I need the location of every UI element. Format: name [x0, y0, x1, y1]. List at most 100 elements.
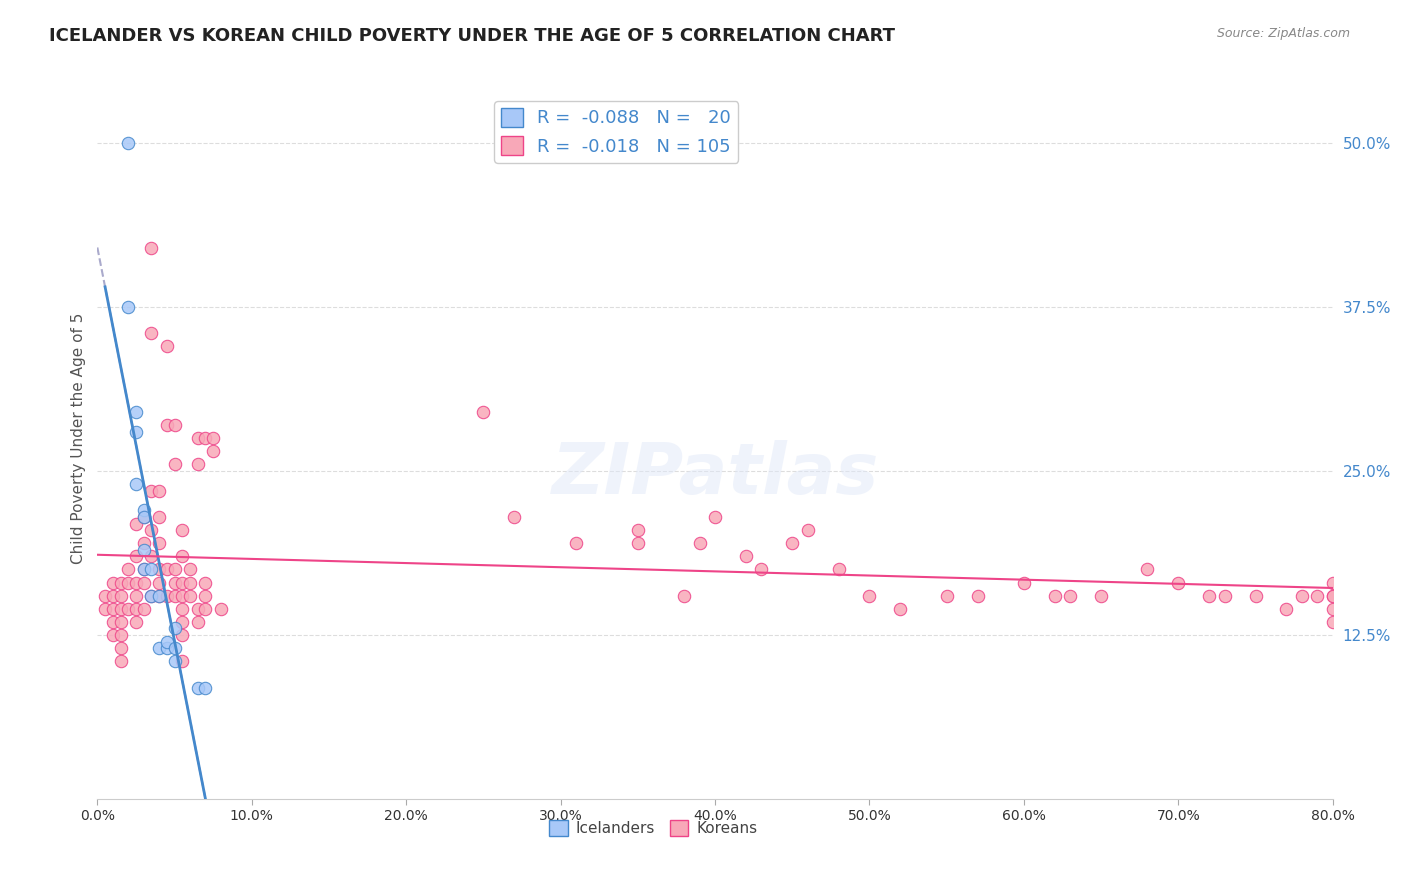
Point	[132, 510, 155, 524]
Point	[889, 602, 911, 616]
Point	[125, 575, 148, 590]
Point	[1136, 562, 1159, 576]
Point	[1275, 602, 1298, 616]
Point	[141, 589, 163, 603]
Point	[94, 602, 117, 616]
Point	[148, 483, 170, 498]
Point	[194, 681, 217, 695]
Point	[172, 654, 194, 668]
Point	[163, 418, 186, 433]
Point	[141, 589, 163, 603]
Point	[179, 589, 201, 603]
Point	[858, 589, 880, 603]
Point	[172, 615, 194, 629]
Point	[141, 241, 163, 255]
Point	[110, 641, 132, 656]
Point	[194, 431, 217, 445]
Point	[110, 589, 132, 603]
Point	[156, 634, 179, 648]
Point	[141, 483, 163, 498]
Point	[172, 523, 194, 537]
Point	[125, 602, 148, 616]
Point	[1167, 575, 1189, 590]
Point	[187, 602, 209, 616]
Point	[148, 536, 170, 550]
Point	[110, 575, 132, 590]
Point	[1306, 589, 1329, 603]
Y-axis label: Child Poverty Under the Age of 5: Child Poverty Under the Age of 5	[72, 312, 86, 564]
Point	[125, 615, 148, 629]
Point	[141, 549, 163, 564]
Point	[1090, 589, 1112, 603]
Point	[110, 602, 132, 616]
Point	[156, 641, 179, 656]
Point	[117, 562, 139, 576]
Point	[132, 536, 155, 550]
Point	[187, 431, 209, 445]
Point	[101, 602, 124, 616]
Point	[110, 628, 132, 642]
Point	[156, 418, 179, 433]
Point	[202, 431, 225, 445]
Point	[156, 562, 179, 576]
Point	[141, 523, 163, 537]
Point	[156, 339, 179, 353]
Point	[187, 458, 209, 472]
Point	[1198, 589, 1220, 603]
Point	[751, 562, 773, 576]
Point	[125, 589, 148, 603]
Point	[163, 641, 186, 656]
Point	[101, 589, 124, 603]
Point	[163, 575, 186, 590]
Point	[827, 562, 849, 576]
Point	[565, 536, 588, 550]
Point	[627, 536, 650, 550]
Text: Source: ZipAtlas.com: Source: ZipAtlas.com	[1216, 27, 1350, 40]
Point	[187, 681, 209, 695]
Point	[796, 523, 818, 537]
Point	[132, 575, 155, 590]
Point	[156, 589, 179, 603]
Point	[627, 523, 650, 537]
Point	[163, 562, 186, 576]
Point	[1012, 575, 1035, 590]
Point	[132, 602, 155, 616]
Point	[148, 562, 170, 576]
Point	[148, 589, 170, 603]
Point	[132, 503, 155, 517]
Point	[125, 405, 148, 419]
Point	[172, 589, 194, 603]
Point	[125, 516, 148, 531]
Point	[172, 549, 194, 564]
Point	[966, 589, 988, 603]
Point	[172, 628, 194, 642]
Point	[132, 562, 155, 576]
Point	[101, 628, 124, 642]
Point	[117, 300, 139, 314]
Point	[132, 542, 155, 557]
Point	[503, 510, 526, 524]
Point	[101, 615, 124, 629]
Point	[125, 477, 148, 491]
Point	[935, 589, 957, 603]
Point	[1322, 575, 1344, 590]
Point	[132, 562, 155, 576]
Point	[179, 562, 201, 576]
Point	[780, 536, 803, 550]
Point	[94, 589, 117, 603]
Point	[110, 615, 132, 629]
Point	[117, 575, 139, 590]
Point	[1322, 615, 1344, 629]
Point	[689, 536, 711, 550]
Point	[673, 589, 696, 603]
Point	[148, 575, 170, 590]
Point	[179, 575, 201, 590]
Point	[704, 510, 727, 524]
Point	[194, 589, 217, 603]
Point	[1291, 589, 1313, 603]
Point	[194, 602, 217, 616]
Point	[117, 602, 139, 616]
Point	[132, 510, 155, 524]
Point	[163, 458, 186, 472]
Point	[1322, 602, 1344, 616]
